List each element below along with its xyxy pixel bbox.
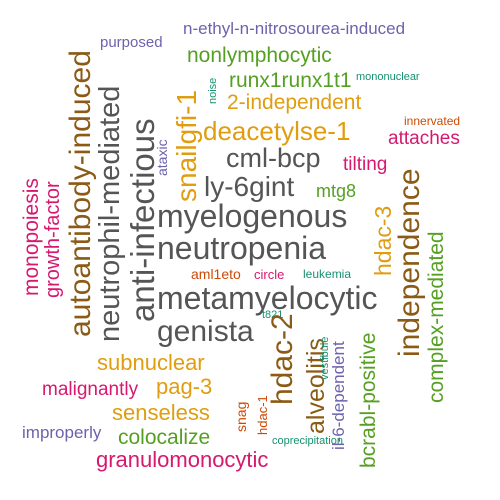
word-growth-factor: growth-factor bbox=[42, 181, 64, 298]
word-malignantly: malignantly bbox=[42, 379, 139, 400]
word-senseless: senseless bbox=[112, 400, 210, 425]
word-innervated: innervated bbox=[404, 114, 461, 128]
word-autoantibody-induced: autoantibody-induced bbox=[64, 50, 97, 337]
word-neutrophil-mediated: neutrophil-mediated bbox=[94, 85, 126, 342]
word-2-independent: 2-independent bbox=[227, 91, 362, 114]
word-granulomonocytic: granulomonocytic bbox=[96, 447, 269, 472]
word-purposed: purposed bbox=[100, 34, 163, 51]
word-runx1runx1t1: runx1runx1t1 bbox=[229, 69, 352, 92]
word-circle: circle bbox=[254, 267, 285, 282]
word-complex-mediated: complex-mediated bbox=[425, 231, 448, 403]
word-independence: independence bbox=[393, 168, 426, 357]
word-myelogenous: myelogenous bbox=[157, 198, 348, 234]
word-bcrabl-positive: bcrabl-positive bbox=[357, 332, 380, 468]
word-subnuclear: subnuclear bbox=[97, 350, 205, 375]
word-tilting: tilting bbox=[343, 154, 388, 175]
word-cml-bcp: cml-bcp bbox=[226, 143, 321, 173]
word-hdac-1: hdac-1 bbox=[255, 395, 270, 435]
word-pag-3: pag-3 bbox=[156, 374, 213, 399]
word-genista: genista bbox=[157, 315, 254, 348]
word-n-ethyl-n-nitrosourea-induced: n-ethyl-n-nitrosourea-induced bbox=[183, 19, 406, 38]
word-colocalize: colocalize bbox=[118, 426, 211, 449]
word-hdac-2: hdac-2 bbox=[266, 313, 299, 405]
word-metamyelocytic: metamyelocytic bbox=[157, 280, 378, 316]
word-snag: snag bbox=[233, 401, 249, 432]
word-improperly: improperly bbox=[22, 423, 102, 442]
word-nonlymphocytic: nonlymphocytic bbox=[187, 44, 332, 67]
word-attaches: attaches bbox=[388, 128, 460, 149]
word-hdac-3: hdac-3 bbox=[370, 205, 396, 276]
word-leukemia: leukemia bbox=[303, 267, 352, 281]
word-mtg8: mtg8 bbox=[316, 181, 357, 201]
word-t821: t821 bbox=[262, 309, 284, 321]
word-noise: noise bbox=[207, 77, 219, 104]
word-ly-6gint: ly-6gint bbox=[204, 171, 295, 202]
word-mononuclear: mononuclear bbox=[356, 71, 420, 83]
word-coprecipitation: coprecipitation bbox=[272, 435, 343, 447]
word-il-6-dependent: il-6-dependent bbox=[329, 341, 348, 450]
word-anti-infectious: anti-infectious bbox=[124, 118, 161, 322]
word-deacetylse-1: deacetylse-1 bbox=[203, 116, 351, 146]
word-snailgfi-1: snailgfi-1 bbox=[171, 89, 202, 202]
word-monopoiesis: monopoiesis bbox=[20, 178, 43, 296]
word-aml1eto: aml1eto bbox=[191, 266, 241, 282]
word-neutropenia: neutropenia bbox=[157, 230, 327, 266]
